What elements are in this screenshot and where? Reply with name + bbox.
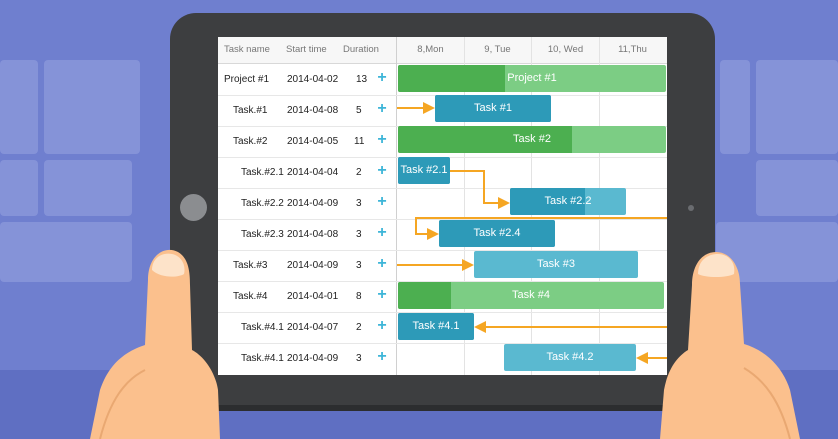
day-divider xyxy=(464,37,465,375)
gantt-bar[interactable]: Task #2.4 xyxy=(439,220,555,247)
gantt-bar[interactable]: Task #1 xyxy=(435,95,551,122)
gantt-bar[interactable]: Task #2 xyxy=(398,126,666,153)
bar-label: Task #4.2 xyxy=(546,351,594,363)
col-start-time[interactable]: Start time xyxy=(286,44,327,55)
task-start: 2014-04-07 xyxy=(287,322,339,333)
plus-icon[interactable]: + xyxy=(377,286,387,303)
bar-label: Task #4.1 xyxy=(412,320,460,332)
right-hand xyxy=(660,252,800,439)
day-header: 10, Wed xyxy=(547,44,584,55)
camera-dot xyxy=(688,205,694,211)
bg-tile xyxy=(756,60,838,154)
day-header: 11,Thu xyxy=(618,44,647,55)
gantt-bar[interactable]: Task #4.2 xyxy=(504,344,636,371)
bar-label: Task #2.1 xyxy=(400,164,448,176)
bar-label: Task #2.2 xyxy=(544,195,592,207)
plus-icon[interactable]: + xyxy=(377,100,387,117)
table-row[interactable]: Task.#4 2014-04-01 8 + xyxy=(218,281,667,313)
home-button[interactable] xyxy=(180,194,207,221)
table-row[interactable]: Task.#4.1 2014-04-07 2 + xyxy=(218,312,667,344)
bg-tile xyxy=(0,222,132,282)
task-duration: 3 xyxy=(356,229,362,240)
col-duration[interactable]: Duration xyxy=(343,44,379,55)
task-start: 2014-04-01 xyxy=(287,291,339,302)
task-name: Task.#3 xyxy=(233,260,268,271)
task-duration: 3 xyxy=(356,353,362,364)
task-duration: 11 xyxy=(354,136,365,147)
task-start: 2014-04-09 xyxy=(287,198,339,209)
bar-label: Task #3 xyxy=(537,258,575,270)
plus-icon[interactable]: + xyxy=(377,193,387,210)
plus-icon[interactable]: + xyxy=(377,224,387,241)
table-row[interactable]: Task.#3 2014-04-09 3 + xyxy=(218,250,667,282)
task-duration: 8 xyxy=(356,291,362,302)
task-start: 2014-04-08 xyxy=(287,105,339,116)
day-header: 8,Mon xyxy=(417,44,444,55)
bg-tile xyxy=(0,160,38,216)
grid-header: Task name Start time Duration xyxy=(218,37,396,64)
progress-fill xyxy=(510,188,586,215)
timeline-header: 8,Mon 9, Tue 10, Wed 11,Thu xyxy=(397,37,667,64)
day-header: 9, Tue xyxy=(484,44,511,55)
plus-icon[interactable]: + xyxy=(377,348,387,365)
task-name: Task.#4 xyxy=(233,291,268,302)
gantt-bar[interactable]: Task #3 xyxy=(474,251,638,278)
task-name: Task.#2.3 xyxy=(241,229,284,240)
progress-fill xyxy=(398,157,450,184)
gantt-bar[interactable]: Project #1 xyxy=(398,65,666,92)
gantt-bar[interactable]: Task #2.1 xyxy=(398,157,450,184)
col-task-name[interactable]: Task name xyxy=(224,44,270,55)
bg-tile xyxy=(720,60,750,154)
plus-icon[interactable]: + xyxy=(377,317,387,334)
task-name: Task.#2.1 xyxy=(241,167,284,178)
progress-fill xyxy=(398,313,474,340)
progress-fill xyxy=(439,220,555,247)
task-start: 2014-04-05 xyxy=(287,136,339,147)
table-row[interactable]: Task.#2.1 2014-04-04 2 + xyxy=(218,157,667,189)
task-name: Task.#4.1 xyxy=(241,322,284,333)
table-row[interactable]: Task.#2.3 2014-04-08 3 + xyxy=(218,219,667,251)
task-duration: 2 xyxy=(356,322,362,333)
bg-tile xyxy=(44,60,140,154)
bar-label: Project #1 xyxy=(507,72,557,84)
task-duration: 2 xyxy=(356,167,362,178)
task-name: Project #1 xyxy=(224,74,270,85)
progress-fill xyxy=(435,95,551,122)
progress-fill xyxy=(398,282,452,309)
bar-label: Task #2 xyxy=(513,133,551,145)
gantt-screen: Task name Start time Duration 8,Mon 9, T… xyxy=(218,37,667,375)
plus-icon[interactable]: + xyxy=(377,162,387,179)
gantt-bar[interactable]: Task #4.1 xyxy=(398,313,474,340)
task-name: Task.#2 xyxy=(233,136,268,147)
progress-fill xyxy=(398,126,573,153)
bg-tile xyxy=(756,160,838,216)
task-start: 2014-04-09 xyxy=(287,353,339,364)
task-start: 2014-04-02 xyxy=(287,74,339,85)
grid-divider[interactable] xyxy=(396,37,397,375)
bg-tile xyxy=(0,60,38,154)
task-start: 2014-04-08 xyxy=(287,229,339,240)
task-duration: 13 xyxy=(356,74,368,85)
task-name: Task.#4.1 xyxy=(241,353,284,364)
bar-label: Task #2.4 xyxy=(473,227,521,239)
task-start: 2014-04-09 xyxy=(287,260,339,271)
bg-tile xyxy=(44,160,132,216)
bar-label: Task #1 xyxy=(474,102,512,114)
gantt-bar[interactable]: Task #2.2 xyxy=(510,188,626,215)
task-duration: 5 xyxy=(356,105,362,116)
plus-icon[interactable]: + xyxy=(377,131,387,148)
task-name: Task.#1 xyxy=(233,105,268,116)
progress-fill xyxy=(398,65,506,92)
bar-label: Task #4 xyxy=(512,289,550,301)
task-duration: 3 xyxy=(356,198,362,209)
task-name: Task.#2.2 xyxy=(241,198,284,209)
table-row[interactable]: Task.#4.1 2014-04-09 3 + xyxy=(218,343,667,374)
plus-icon[interactable]: + xyxy=(377,255,387,272)
plus-icon[interactable]: + xyxy=(377,69,387,86)
task-duration: 3 xyxy=(356,260,362,271)
left-hand xyxy=(90,249,220,439)
gantt-bar[interactable]: Task #4 xyxy=(398,282,664,309)
task-start: 2014-04-04 xyxy=(287,167,339,178)
